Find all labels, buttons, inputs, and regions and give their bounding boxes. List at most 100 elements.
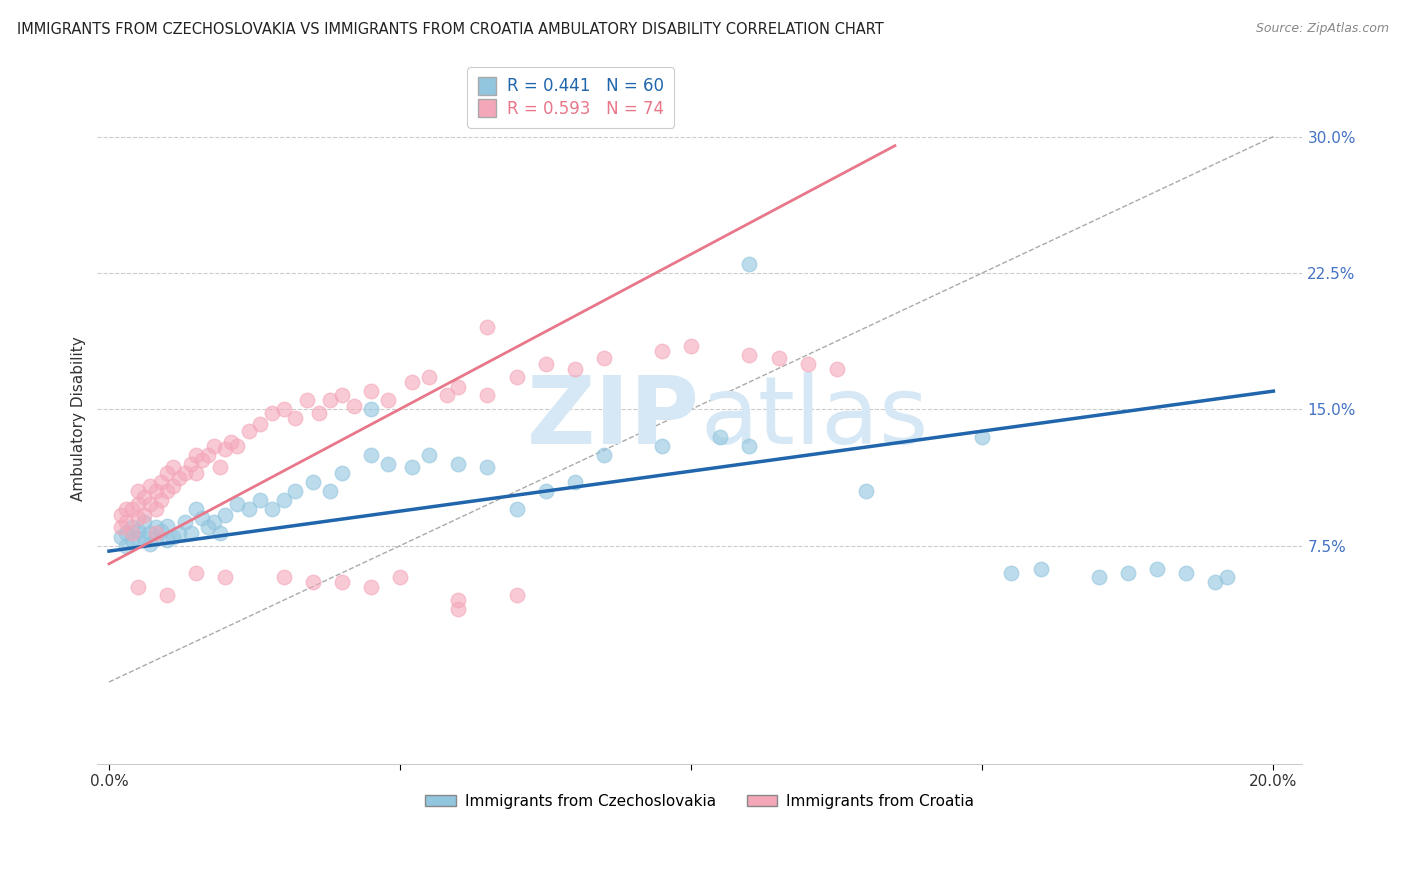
Point <box>162 530 184 544</box>
Point <box>477 320 499 334</box>
Point <box>505 369 527 384</box>
Point <box>214 442 236 457</box>
Point <box>186 566 208 580</box>
Point <box>308 406 330 420</box>
Point <box>191 511 214 525</box>
Point <box>197 448 219 462</box>
Point <box>127 581 149 595</box>
Y-axis label: Ambulatory Disability: Ambulatory Disability <box>72 336 86 500</box>
Point <box>477 388 499 402</box>
Point <box>156 466 179 480</box>
Point <box>121 533 143 548</box>
Point <box>115 502 138 516</box>
Point <box>342 399 364 413</box>
Point <box>447 380 470 394</box>
Point <box>115 539 138 553</box>
Point <box>1216 569 1239 583</box>
Point <box>447 457 470 471</box>
Point <box>534 357 557 371</box>
Point <box>208 525 231 540</box>
Point <box>173 515 195 529</box>
Point <box>238 502 260 516</box>
Text: atlas: atlas <box>700 372 928 465</box>
Point <box>1087 569 1109 583</box>
Point <box>145 484 167 499</box>
Point <box>1116 566 1139 580</box>
Point <box>284 484 307 499</box>
Point <box>186 466 208 480</box>
Point <box>738 348 761 362</box>
Point <box>179 457 201 471</box>
Point <box>273 402 295 417</box>
Text: Source: ZipAtlas.com: Source: ZipAtlas.com <box>1256 22 1389 36</box>
Point <box>564 475 586 489</box>
Point <box>330 466 353 480</box>
Point <box>110 520 132 534</box>
Point <box>127 524 149 538</box>
Point <box>447 593 470 607</box>
Point <box>202 439 225 453</box>
Point <box>202 515 225 529</box>
Point <box>139 537 162 551</box>
Point <box>110 530 132 544</box>
Point <box>330 574 353 589</box>
Point <box>592 448 614 462</box>
Point <box>139 497 162 511</box>
Point <box>401 460 423 475</box>
Point <box>132 515 155 529</box>
Point <box>145 525 167 540</box>
Text: IMMIGRANTS FROM CZECHOSLOVAKIA VS IMMIGRANTS FROM CROATIA AMBULATORY DISABILITY : IMMIGRANTS FROM CZECHOSLOVAKIA VS IMMIGR… <box>17 22 883 37</box>
Point <box>226 439 249 453</box>
Point <box>145 520 167 534</box>
Point <box>186 502 208 516</box>
Point <box>301 574 323 589</box>
Point <box>768 351 790 366</box>
Point <box>167 525 190 540</box>
Legend: Immigrants from Czechoslovakia, Immigrants from Croatia: Immigrants from Czechoslovakia, Immigran… <box>419 788 980 815</box>
Point <box>191 453 214 467</box>
Point <box>295 393 318 408</box>
Point <box>219 435 242 450</box>
Point <box>162 460 184 475</box>
Point <box>156 588 179 602</box>
Point <box>855 484 877 499</box>
Point <box>401 375 423 389</box>
Point <box>1029 562 1052 576</box>
Point <box>214 508 236 522</box>
Point <box>360 384 382 398</box>
Point <box>167 471 190 485</box>
Point <box>208 460 231 475</box>
Point <box>127 497 149 511</box>
Point <box>651 439 673 453</box>
Point <box>319 484 342 499</box>
Point <box>738 257 761 271</box>
Point <box>260 406 283 420</box>
Point <box>145 502 167 516</box>
Point <box>319 393 342 408</box>
Point <box>150 524 173 538</box>
Point <box>505 502 527 516</box>
Point <box>238 424 260 438</box>
Point <box>972 429 994 443</box>
Point <box>301 475 323 489</box>
Point <box>132 508 155 522</box>
Point <box>273 569 295 583</box>
Point <box>226 497 249 511</box>
Point <box>651 344 673 359</box>
Point <box>738 439 761 453</box>
Point <box>145 532 167 546</box>
Point <box>418 369 440 384</box>
Point <box>534 484 557 499</box>
Point <box>127 532 149 546</box>
Point <box>156 484 179 499</box>
Point <box>709 429 731 443</box>
Point <box>360 402 382 417</box>
Point <box>132 490 155 504</box>
Point <box>150 493 173 508</box>
Point <box>162 478 184 492</box>
Point <box>186 448 208 462</box>
Point <box>330 388 353 402</box>
Point <box>284 411 307 425</box>
Point <box>418 448 440 462</box>
Text: ZIP: ZIP <box>527 372 700 465</box>
